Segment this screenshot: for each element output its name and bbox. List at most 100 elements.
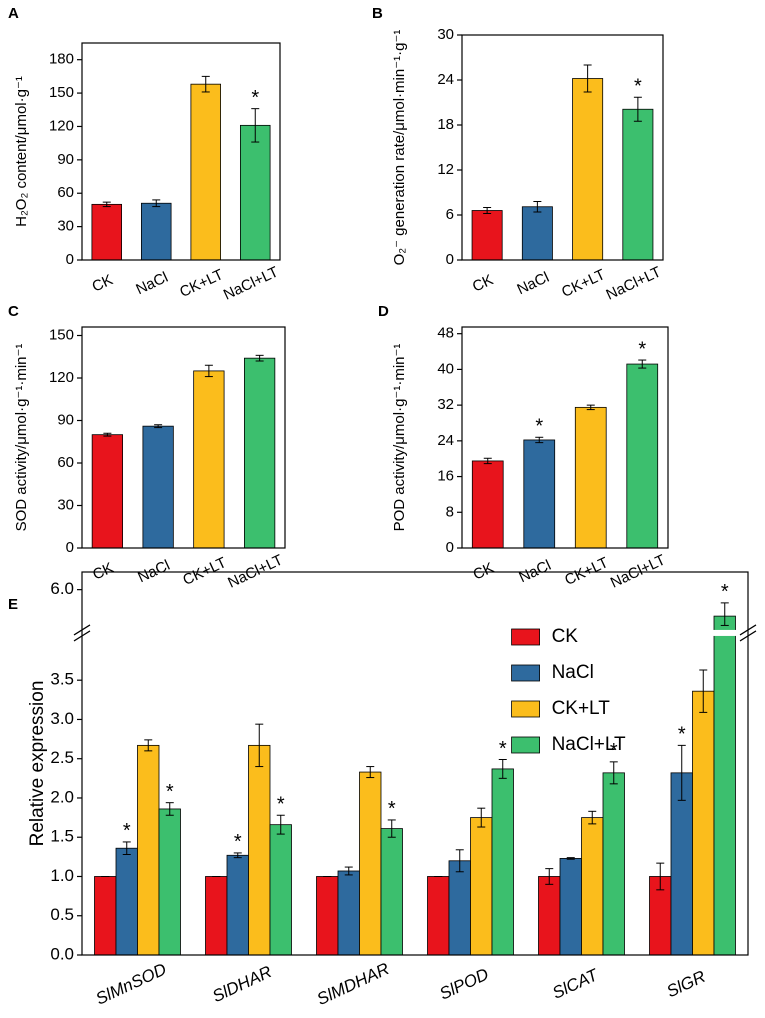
error-bar <box>154 424 163 429</box>
y-tick-label: 2.0 <box>50 787 74 806</box>
x-tick-label: CK <box>89 271 115 295</box>
plot-frame <box>461 34 664 261</box>
panel-label: A <box>8 5 19 22</box>
bar <box>190 83 221 261</box>
y-tick-label: 30 <box>57 218 74 235</box>
y-tick-label: 18 <box>437 116 454 133</box>
panel-label: B <box>372 5 383 22</box>
error-bar <box>103 432 112 437</box>
panel-label: D <box>378 303 389 320</box>
error-bar <box>201 75 210 93</box>
bar <box>316 876 339 956</box>
error-bar <box>255 723 264 768</box>
error-bar <box>233 852 242 859</box>
x-tick-label: SlPOD <box>437 964 492 1003</box>
y-tick-label: 0 <box>66 251 74 268</box>
error-bar <box>152 199 161 208</box>
bar <box>523 439 556 549</box>
significance-mark: * <box>277 794 285 816</box>
y-tick-label: 90 <box>57 151 74 168</box>
y-tick-label: 0 <box>446 251 454 268</box>
y-tick-label: 16 <box>437 468 454 485</box>
significance-mark: * <box>678 724 686 746</box>
error-bar <box>633 96 642 122</box>
bar <box>471 210 503 261</box>
error-bar <box>609 761 618 785</box>
plot-frame <box>461 326 669 549</box>
significance-mark: * <box>634 76 642 98</box>
error-bar <box>366 766 375 779</box>
significance-mark: * <box>638 338 646 360</box>
error-bar <box>477 807 486 828</box>
bar <box>248 744 271 956</box>
error-bar <box>535 436 544 444</box>
axis-break <box>83 629 747 636</box>
bar <box>243 357 276 549</box>
y-tick-label: 90 <box>57 411 74 428</box>
y-tick-label: 8 <box>446 503 454 520</box>
plot-frame <box>81 326 286 549</box>
y-tick-label: 6.0 <box>50 579 74 598</box>
x-tick-label: SlMDHAR <box>314 959 392 1009</box>
significance-mark: * <box>499 738 507 760</box>
bar <box>94 876 117 956</box>
bar <box>205 876 228 956</box>
bar <box>521 206 553 261</box>
error-bar <box>638 359 647 369</box>
significance-mark: * <box>251 87 259 109</box>
error-bar <box>387 819 396 838</box>
y-tick-label: 30 <box>437 26 454 43</box>
bar <box>158 808 181 956</box>
y-tick-label: 120 <box>49 117 74 134</box>
y-tick-label: 32 <box>437 396 454 413</box>
y-tick-label: 40 <box>437 360 454 377</box>
error-bar <box>656 862 665 891</box>
significance-mark: * <box>123 820 131 842</box>
bar <box>142 425 174 549</box>
y-tick-label: 2.5 <box>50 748 74 767</box>
y-tick-label: 0.5 <box>50 905 74 924</box>
error-bar <box>483 457 492 465</box>
y-axis-label: POD activity/μmol·g⁻¹·min⁻¹ <box>391 344 408 532</box>
error-bar <box>498 758 507 779</box>
error-bar <box>204 364 213 378</box>
bar <box>572 78 604 261</box>
plot-frame <box>81 42 281 261</box>
bar <box>427 876 450 956</box>
x-tick-label: SlCAT <box>549 965 602 1003</box>
y-tick-label: 150 <box>49 326 74 343</box>
error-bar <box>588 810 597 825</box>
legend-label: NaCl+LT <box>552 734 626 755</box>
y-tick-label: 1.5 <box>50 827 74 846</box>
bar <box>602 772 625 956</box>
y-tick-label: 180 <box>49 51 74 68</box>
bar <box>137 744 160 956</box>
bar <box>380 828 403 956</box>
legend-swatch <box>511 700 540 718</box>
error-bar <box>255 354 264 362</box>
error-bar <box>586 404 595 411</box>
x-tick-label: SlMnSOD <box>93 959 170 1008</box>
y-tick-label: 0.0 <box>50 944 74 963</box>
significance-mark: * <box>721 581 729 603</box>
error-bar <box>251 108 260 143</box>
y-tick-label: 150 <box>49 84 74 101</box>
error-bar <box>455 849 464 873</box>
error-bar <box>276 814 285 835</box>
y-axis-label: O₂⁻ generation rate/μmol·min⁻¹·g⁻¹ <box>391 30 408 266</box>
y-tick-label: 48 <box>437 325 454 342</box>
bar <box>470 817 493 956</box>
y-tick-label: 6 <box>446 206 454 223</box>
y-tick-label: 3.0 <box>50 709 74 728</box>
bar <box>226 854 249 956</box>
error-bar <box>344 866 353 876</box>
x-tick-label: SlDHAR <box>209 962 274 1006</box>
error-bar <box>720 602 729 626</box>
y-tick-label: 60 <box>57 184 74 201</box>
plot-frame <box>81 571 749 956</box>
bar <box>91 203 123 261</box>
x-tick-label: NaCl+LT <box>221 263 281 303</box>
y-tick-label: 24 <box>437 432 454 449</box>
legend-label: CK <box>552 626 579 647</box>
